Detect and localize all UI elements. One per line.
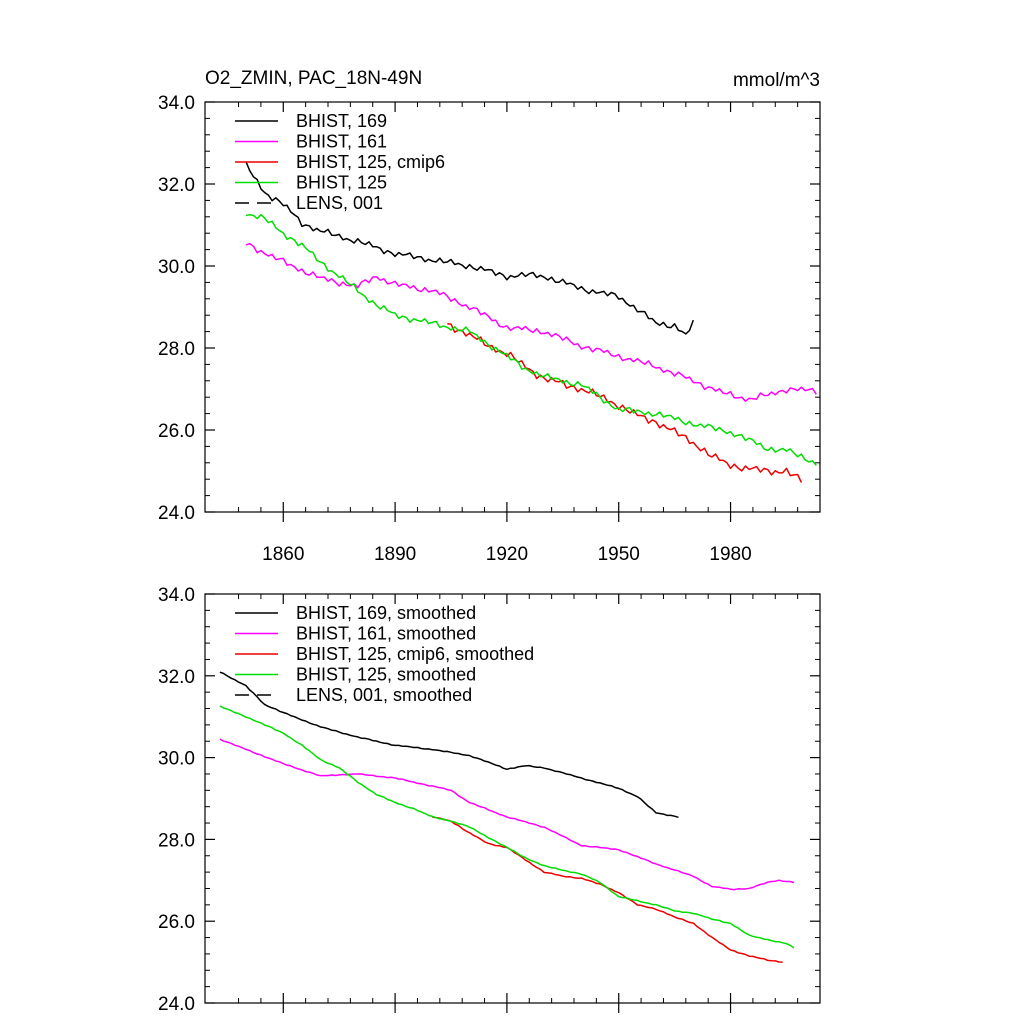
series-line-bhist-161 bbox=[245, 242, 817, 402]
y-tick-label: 28.0 bbox=[158, 830, 195, 851]
y-tick-label: 34.0 bbox=[158, 585, 195, 606]
legend-label: BHIST, 169, smoothed bbox=[296, 603, 476, 623]
x-tick-label: 1920 bbox=[486, 544, 528, 565]
x-tick-label: 1980 bbox=[709, 544, 751, 565]
y-tick-label: 26.0 bbox=[158, 421, 195, 442]
series-line-bhist-125 bbox=[245, 213, 817, 466]
x-tick-label: 1890 bbox=[374, 544, 416, 565]
series-line-bhist-125-cmip6 bbox=[447, 323, 803, 483]
y-tick-label: 28.0 bbox=[158, 339, 195, 360]
y-tick-label: 24.0 bbox=[158, 994, 195, 1015]
series-line-bhist-169-smoothed bbox=[219, 671, 679, 819]
x-tick-label: 1950 bbox=[598, 544, 640, 565]
legend-label: BHIST, 125, cmip6, smoothed bbox=[296, 644, 534, 664]
series-line-bhist-125-smoothed bbox=[219, 705, 795, 949]
y-tick-label: 26.0 bbox=[158, 912, 195, 933]
legend-label: BHIST, 125 bbox=[296, 173, 387, 193]
series-line-bhist-161-smoothed bbox=[219, 738, 795, 891]
y-tick-label: 34.0 bbox=[158, 93, 195, 114]
y-tick-label: 30.0 bbox=[158, 749, 195, 770]
series-line-bhist-169 bbox=[245, 161, 695, 335]
plot-frame bbox=[204, 593, 821, 1004]
y-tick-label: 32.0 bbox=[158, 667, 195, 688]
chart-title: O2_ZMIN, PAC_18N-49N bbox=[205, 68, 422, 89]
legend-label: BHIST, 169 bbox=[296, 111, 387, 131]
top-panel: 24.0 26.0 28.0 30.0 32.0 34.0 1860 1890 1920 1950… bbox=[158, 93, 821, 565]
bottom-panel: 24.0 26.0 28.0 30.0 32.0 34.0 BHIST, 169, smoo… bbox=[158, 585, 821, 1015]
legend-label: BHIST, 125, cmip6 bbox=[296, 152, 445, 172]
y-tick-label: 24.0 bbox=[158, 503, 195, 524]
legend-label: BHIST, 161 bbox=[296, 132, 387, 152]
x-tick-label: 1860 bbox=[262, 544, 304, 565]
legend-label: LENS, 001, smoothed bbox=[296, 685, 472, 705]
y-tick-label: 30.0 bbox=[158, 257, 195, 278]
legend-label: LENS, 001 bbox=[296, 193, 383, 213]
units-label: mmol/m^3 bbox=[733, 70, 820, 91]
plot-frame bbox=[204, 101, 821, 513]
y-tick-label: 32.0 bbox=[158, 175, 195, 196]
legend-label: BHIST, 161, smoothed bbox=[296, 624, 476, 644]
legend-label: BHIST, 125, smoothed bbox=[296, 665, 476, 685]
